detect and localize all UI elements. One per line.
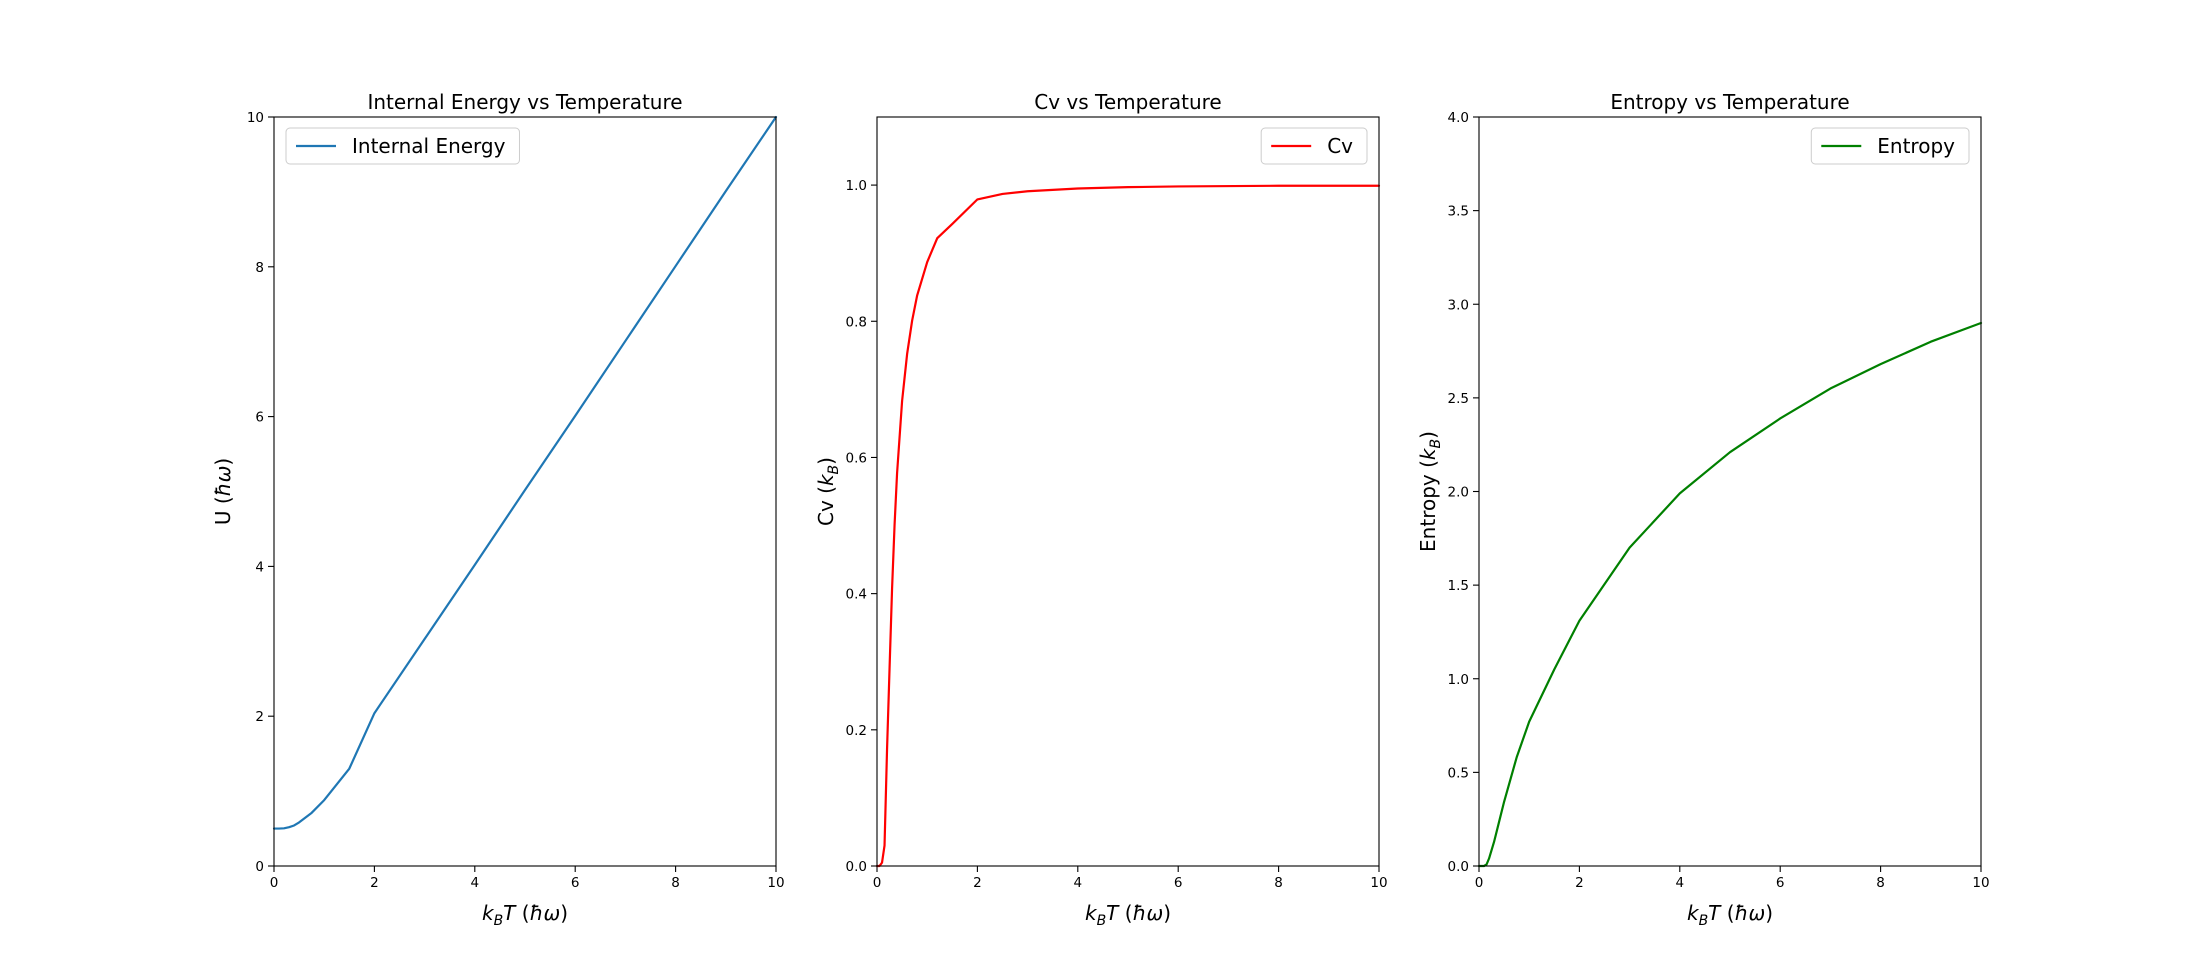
y-tick-label: 4 [255,559,264,575]
x-tick-label: 6 [1174,875,1183,891]
x-tick-label: 8 [1876,875,1885,891]
y-tick-label: 0.5 [1448,765,1469,781]
chart-panel-3: 0 2 4 6 8 10 0.0 0.5 1.0 1.5 2.0 2.5 3.0 3.5 4.0 Entrop… [1416,90,1990,929]
legend-box [285,127,520,165]
y-tick-label: 6 [255,410,264,426]
plot-area [877,117,1379,866]
y-axis-label: U (ħω) [211,458,235,525]
x-tick-label: 2 [973,875,982,891]
y-tick-label: 10 [247,110,264,126]
x-tick-label: 6 [1776,875,1785,891]
chart-panel-1: 0 2 4 6 8 10 0 2 4 6 8 10 Internal Energy vs Tempera… [211,90,785,929]
x-axis-label: kBT (ħω) [1085,901,1171,929]
x-tick-label: 10 [767,875,784,891]
x-axis-label: kBT (ħω) [1687,901,1773,929]
chart-title: Internal Energy vs Temperature [367,90,682,114]
x-tick-label: 0 [270,875,279,891]
legend-label: Cv [1327,134,1353,158]
chart-panel-2: 0 2 4 6 8 10 0.0 0.2 0.4 0.6 0.8 1.0 Cv vs Temperatu… [814,90,1388,929]
x-tick-label: 2 [1575,875,1584,891]
x-tick-label: 4 [471,875,480,891]
legend: Internal Energy [285,127,520,165]
x-tick-label: 2 [370,875,379,891]
legend-label: Internal Energy [352,134,506,158]
y-axis-label: Entropy (kB) [1416,431,1444,552]
x-axis-label: kBT (ħω) [482,901,568,929]
x-tick-label: 4 [1074,875,1083,891]
legend-label: Entropy [1877,134,1955,158]
x-tick-label: 0 [873,875,882,891]
y-tick-label: 0 [255,859,264,875]
legend-box [1810,127,1970,165]
y-tick-label: 0.2 [846,723,867,739]
plot-area [1479,117,1981,866]
x-tick-label: 6 [571,875,580,891]
y-tick-label: 0.0 [1448,859,1469,875]
y-tick-label: 4.0 [1448,110,1469,126]
y-tick-label: 8 [255,260,264,276]
y-tick-label: 3.5 [1448,204,1469,220]
series-line-internal-energy [272,115,778,830]
y-tick-label: 2.0 [1448,485,1469,501]
chart-title: Cv vs Temperature [1034,90,1221,114]
chart-title: Entropy vs Temperature [1610,90,1849,114]
y-tick-label: 3.0 [1448,297,1469,313]
x-tick-label: 4 [1676,875,1685,891]
x-tick-label: 8 [671,875,680,891]
legend: Cv [1260,127,1368,165]
axes-frame [273,116,777,867]
legend: Entropy [1810,127,1970,165]
legend-box [1260,127,1368,165]
y-tick-label: 2 [255,709,264,725]
y-tick-label: 2.5 [1448,391,1469,407]
y-tick-label: 1.0 [846,178,867,194]
series-line-entropy [1477,321,1983,868]
x-tick-label: 0 [1475,875,1484,891]
y-axis-label: Cv (kB) [814,457,842,526]
y-tick-label: 0.6 [846,450,867,466]
axes-frame [876,116,1380,867]
y-tick-label: 0.0 [846,859,867,875]
y-tick-label: 0.4 [846,587,867,603]
x-tick-label: 10 [1370,875,1387,891]
x-tick-label: 10 [1972,875,1989,891]
x-tick-label: 8 [1274,875,1283,891]
y-tick-label: 1.0 [1448,672,1469,688]
y-tick-label: 1.5 [1448,578,1469,594]
y-tick-label: 0.8 [846,314,867,330]
series-line-cv [875,184,1381,868]
